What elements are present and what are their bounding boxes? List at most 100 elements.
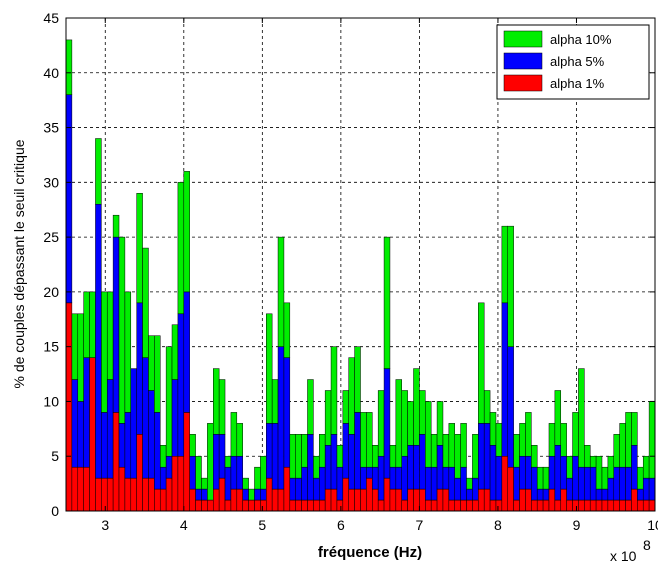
x-multiplier: x 10 8 — [610, 537, 651, 564]
bar-segment-1-53 — [377, 455, 385, 501]
bar-segment-1-80 — [536, 488, 544, 501]
bar-segment-2-82 — [548, 423, 556, 457]
bar-segment-2-86 — [572, 412, 579, 457]
bar-segment-0-2 — [77, 466, 84, 512]
bar-segment-1-95 — [625, 466, 632, 501]
bar-segment-2-30 — [242, 477, 249, 490]
bar-segment-1-87 — [578, 466, 585, 501]
bar-segment-2-50 — [360, 412, 367, 468]
bar-segment-1-0 — [65, 94, 73, 304]
bar-segment-1-39 — [295, 477, 302, 501]
bar-segment-2-66 — [454, 434, 461, 479]
bar-segment-0-33 — [260, 499, 267, 512]
bar-segment-1-94 — [619, 466, 626, 501]
bar-segment-1-56 — [395, 466, 402, 490]
bar-segment-0-60 — [419, 488, 426, 512]
bar-segment-1-50 — [360, 466, 367, 490]
bar-segment-2-65 — [448, 423, 455, 468]
bar-segment-2-9 — [118, 236, 126, 424]
x-tick-label-3: 6 — [337, 517, 345, 533]
bar-segment-2-79 — [531, 445, 538, 468]
bar-segment-1-71 — [483, 423, 491, 490]
bar-segment-0-18 — [171, 455, 179, 512]
bar-segment-1-43 — [319, 466, 326, 501]
bar-segment-1-70 — [478, 423, 485, 490]
y-tick-label-4: 20 — [43, 284, 59, 300]
bar-segment-1-14 — [148, 390, 155, 479]
bar-segment-2-26 — [218, 379, 226, 435]
bar-segment-2-14 — [148, 335, 155, 391]
bar-segment-1-52 — [372, 466, 379, 490]
bar-segment-1-46 — [336, 466, 344, 501]
bar-segment-0-12 — [136, 434, 143, 512]
bar-segment-0-36 — [277, 488, 285, 512]
x-multiplier-exponent: 8 — [643, 537, 651, 553]
bar-segment-0-75 — [507, 466, 514, 512]
bar-segment-2-57 — [401, 390, 408, 457]
bar-segment-0-16 — [159, 488, 167, 512]
bar-segment-2-97 — [637, 466, 644, 490]
bar-segment-1-22 — [195, 488, 202, 501]
x-tick-label-0: 3 — [101, 517, 109, 533]
bar-segment-2-67 — [460, 423, 467, 468]
bar-segment-0-23 — [201, 499, 208, 512]
bar-segment-1-76 — [513, 466, 520, 501]
bar-segment-0-15 — [154, 488, 161, 512]
bar-segment-2-91 — [601, 466, 609, 490]
bar-segment-1-32 — [254, 488, 261, 501]
bar-segment-0-86 — [572, 499, 579, 512]
bar-segment-1-16 — [159, 466, 167, 490]
bar-segment-1-20 — [183, 291, 190, 413]
bar-segment-0-70 — [478, 488, 485, 512]
bar-segment-2-1 — [71, 313, 79, 380]
bar-segment-1-99 — [648, 477, 656, 501]
bar-segment-2-28 — [230, 412, 238, 457]
bar-segment-2-20 — [183, 171, 190, 293]
bar-segment-0-94 — [619, 499, 626, 512]
bar-segment-1-37 — [283, 357, 291, 468]
bar-segment-0-4 — [89, 357, 96, 512]
bar-segment-0-89 — [589, 499, 597, 512]
legend: alpha 10% alpha 5% alpha 1% — [496, 24, 650, 100]
legend-label-0: alpha 10% — [550, 32, 612, 47]
bar-segment-0-83 — [554, 499, 562, 512]
bar-segment-1-66 — [454, 477, 461, 501]
bar-segment-0-7 — [106, 477, 114, 512]
bar-segment-0-27 — [224, 499, 232, 512]
bar-segment-2-2 — [77, 313, 84, 402]
x-multiplier-label: x 10 — [610, 548, 637, 564]
bar-segment-1-17 — [165, 455, 173, 479]
bar-segment-0-65 — [448, 499, 455, 512]
bar-segment-1-79 — [531, 466, 538, 501]
bar-segment-2-12 — [136, 193, 143, 304]
bar-segment-2-33 — [260, 455, 267, 490]
bar-segment-0-42 — [313, 499, 320, 512]
bar-segment-2-80 — [536, 466, 544, 490]
bar-segment-2-96 — [631, 412, 638, 446]
bar-segment-2-40 — [301, 434, 308, 468]
bar-segment-2-42 — [313, 455, 320, 479]
bar-segment-1-6 — [101, 412, 108, 479]
bar-segment-2-58 — [407, 401, 414, 446]
y-tick-label-0: 0 — [51, 503, 59, 519]
y-tick-label-6: 30 — [43, 174, 59, 190]
bar-segment-0-76 — [513, 499, 520, 512]
bar-segment-1-2 — [77, 401, 84, 468]
bar-segment-2-93 — [613, 434, 620, 468]
bar-segment-2-87 — [578, 368, 585, 468]
bar-segment-0-39 — [295, 499, 302, 512]
bar-segment-2-64 — [442, 434, 450, 468]
bar-segment-2-23 — [201, 477, 208, 490]
bar-segment-0-99 — [648, 499, 656, 512]
bar-segment-2-53 — [377, 390, 385, 457]
bar-segment-1-88 — [584, 466, 591, 501]
bar-segment-2-4 — [89, 291, 96, 358]
bar-segment-2-83 — [554, 390, 562, 446]
bar-segment-1-35 — [271, 423, 279, 490]
bar-segment-0-95 — [625, 499, 632, 512]
bar-segment-1-84 — [560, 455, 567, 490]
bar-segment-1-29 — [236, 455, 243, 490]
bar-segment-0-3 — [83, 466, 90, 512]
bar-segment-2-21 — [189, 434, 196, 457]
bar-segment-0-26 — [218, 477, 226, 512]
